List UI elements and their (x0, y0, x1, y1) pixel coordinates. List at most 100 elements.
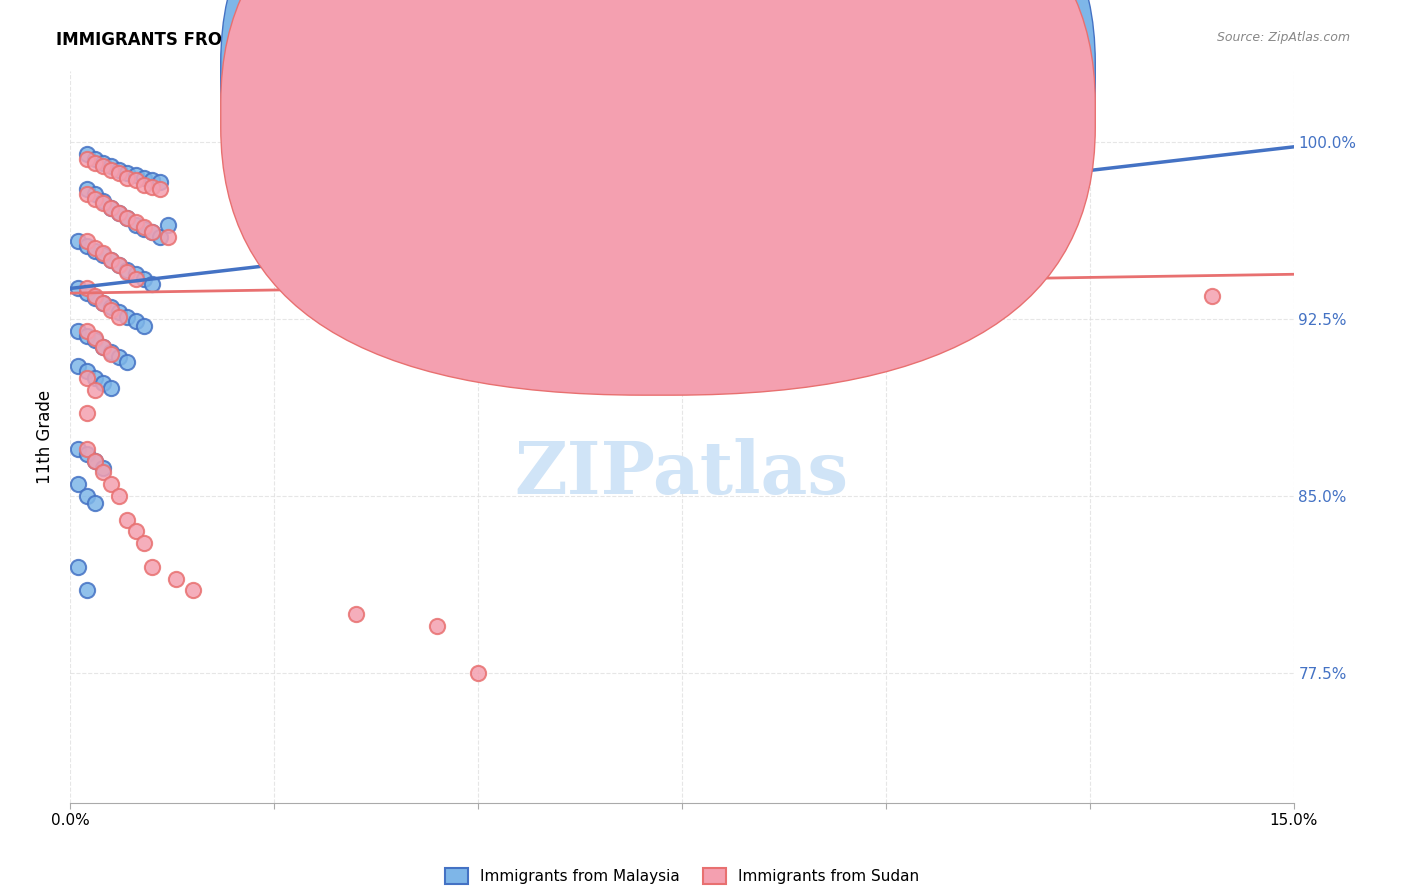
Point (124, 168, 146, 182)
Point (91, 194, 114, 208)
Point (76, 328, 98, 343)
Point (132, 536, 155, 550)
Point (132, 170, 155, 185)
Point (83, 244, 105, 258)
Point (91, 460, 114, 475)
Point (108, 163, 131, 178)
Point (149, 182, 172, 196)
Point (67, 477, 90, 491)
Point (124, 524, 146, 539)
Point (67, 324, 90, 338)
Point (83, 453, 105, 467)
Y-axis label: 11th Grade: 11th Grade (37, 390, 55, 484)
Point (76, 239, 98, 253)
Point (67, 359, 90, 374)
Point (91, 246, 114, 260)
Point (100, 253, 122, 268)
Point (76, 286, 98, 301)
Point (108, 489, 131, 503)
Point (100, 302, 122, 317)
Point (100, 477, 122, 491)
Point (108, 350, 131, 364)
Point (426, 619, 449, 633)
Point (956, 277, 979, 291)
Point (100, 201, 122, 215)
Text: ZIPatlas: ZIPatlas (515, 438, 849, 509)
Point (100, 163, 122, 178)
Point (124, 173, 146, 187)
Point (117, 354, 139, 368)
Point (344, 607, 367, 621)
Point (467, 666, 489, 681)
Point (141, 225, 163, 239)
Point (124, 314, 146, 328)
Point (76, 187, 98, 202)
Text: 0.035: 0.035 (717, 107, 769, 125)
Text: N =: N = (766, 67, 814, 85)
Point (76, 234, 98, 248)
Point (132, 222, 155, 236)
Text: R =: R = (647, 67, 693, 85)
Point (83, 156, 105, 170)
Point (91, 340, 114, 354)
Point (76, 182, 98, 196)
Point (83, 383, 105, 397)
Point (132, 319, 155, 334)
Point (91, 340, 114, 354)
Point (83, 187, 105, 202)
Point (915, 147, 938, 161)
Point (91, 295, 114, 310)
Point (100, 301, 122, 315)
Point (149, 175, 172, 189)
Point (124, 218, 146, 232)
Point (117, 170, 139, 185)
Point (83, 192, 105, 206)
Point (83, 331, 105, 345)
Point (76, 447, 98, 461)
Point (117, 513, 139, 527)
Point (117, 265, 139, 279)
Point (124, 272, 146, 286)
Point (1201, 288, 1223, 302)
Point (76, 324, 98, 338)
Point (108, 258, 131, 272)
Point (124, 215, 146, 229)
Point (108, 310, 131, 324)
Legend: Immigrants from Malaysia, Immigrants from Sudan: Immigrants from Malaysia, Immigrants fro… (439, 862, 925, 890)
Point (67, 234, 90, 248)
Point (76, 489, 98, 503)
Point (76, 583, 98, 598)
Point (157, 218, 180, 232)
Point (76, 281, 98, 295)
Point (117, 262, 139, 277)
Point (108, 206, 131, 220)
Point (76, 407, 98, 421)
Point (83, 453, 105, 467)
Point (76, 152, 98, 166)
Point (165, 572, 187, 586)
Point (132, 220, 155, 235)
Point (100, 345, 122, 359)
Point (117, 211, 139, 225)
Point (76, 442, 98, 456)
Point (117, 211, 139, 225)
Text: IMMIGRANTS FROM MALAYSIA VS IMMIGRANTS FROM SUDAN 11TH GRADE CORRELATION CHART: IMMIGRANTS FROM MALAYSIA VS IMMIGRANTS F… (56, 31, 959, 49)
Text: R =: R = (647, 107, 693, 125)
Point (630, 265, 652, 279)
Point (100, 201, 122, 215)
Point (141, 559, 163, 574)
Point (76, 147, 98, 161)
Point (67, 281, 90, 295)
Text: 57: 57 (831, 107, 853, 125)
Text: Source: ZipAtlas.com: Source: ZipAtlas.com (1216, 31, 1350, 45)
Point (108, 258, 131, 272)
Point (83, 291, 105, 305)
Point (91, 159, 114, 173)
Point (91, 466, 114, 480)
Point (124, 267, 146, 281)
Point (83, 371, 105, 385)
Point (91, 376, 114, 390)
Point (67, 442, 90, 456)
Point (91, 196, 114, 211)
Point (83, 334, 105, 348)
